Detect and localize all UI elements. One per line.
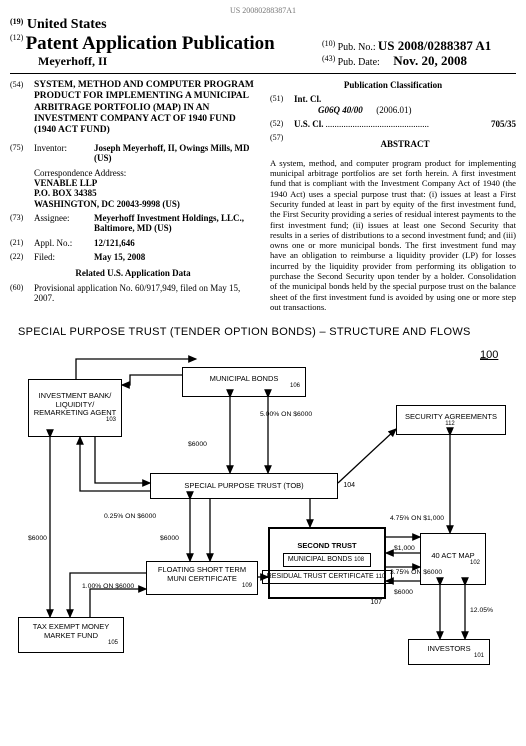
prov-text: Provisional application No. 60/917,949, … xyxy=(34,283,256,304)
diagram-title: SPECIAL PURPOSE TRUST (TENDER OPTION BON… xyxy=(10,326,516,339)
filed-code: (22) xyxy=(10,252,34,262)
pubclass-header: Publication Classification xyxy=(270,80,516,90)
assignee-label: Assignee: xyxy=(34,213,94,234)
pubdate-label: Pub. Date: xyxy=(338,57,380,68)
intcl-class: G06Q 40/00 xyxy=(294,105,363,115)
appl-label: Appl. No.: xyxy=(34,238,94,248)
diagram: SPECIAL PURPOSE TRUST (TENDER OPTION BON… xyxy=(10,326,516,685)
code-country: (19) xyxy=(10,17,23,26)
left-column: (54) SYSTEM, METHOD AND COMPUTER PROGRAM… xyxy=(10,80,256,312)
invention-title: SYSTEM, METHOD AND COMPUTER PROGRAM PROD… xyxy=(34,80,256,137)
corr-line3: WASHINGTON, DC 20043-9998 (US) xyxy=(34,199,256,209)
assignee-value: Meyerhoff Investment Holdings, LLC., Bal… xyxy=(94,213,256,234)
filed-value: May 15, 2008 xyxy=(94,252,256,262)
pubno-value: US 2008/0288387 A1 xyxy=(378,38,491,53)
abstract-code: (57) xyxy=(270,133,294,153)
assignee-code: (73) xyxy=(10,213,34,234)
right-column: Publication Classification (51) Int. Cl.… xyxy=(270,80,516,312)
pubdate-value: Nov. 20, 2008 xyxy=(393,53,467,68)
publication-type: Patent Application Publication xyxy=(26,33,275,54)
title-code: (54) xyxy=(10,80,34,137)
intcl-date: (2006.01) xyxy=(376,105,411,115)
code-pub: (12) xyxy=(10,33,23,42)
prov-code: (60) xyxy=(10,283,34,304)
corr-line2: P.O. BOX 34385 xyxy=(34,188,256,198)
abstract-header: ABSTRACT xyxy=(294,139,516,149)
uscl-label: U.S. Cl. xyxy=(294,119,324,129)
uscl-value: 705/35 xyxy=(491,119,516,129)
country: United States xyxy=(27,17,107,32)
pubdate-code: (43) xyxy=(322,54,335,63)
diagram-canvas: 100 INVESTMENT BANK/ LIQUIDITY/ REMARKET… xyxy=(10,345,516,685)
header: (19) United States (12) Patent Applicati… xyxy=(10,17,516,69)
inventor-value: Joseph Meyerhoff, II, Owings Mills, MD (… xyxy=(94,143,256,164)
uscl-dots: ........................................… xyxy=(324,119,491,129)
divider xyxy=(10,73,516,74)
intcl-code: (51) xyxy=(270,94,294,115)
inventor-code: (75) xyxy=(10,143,34,164)
uscl-code: (52) xyxy=(270,119,294,129)
pubno-code: (10) xyxy=(322,39,335,48)
biblio-columns: (54) SYSTEM, METHOD AND COMPUTER PROGRAM… xyxy=(10,80,516,312)
appl-value: 12/121,646 xyxy=(94,238,256,248)
author: Meyerhoff, II xyxy=(10,55,316,69)
doc-top-number: US 20080288387A1 xyxy=(10,6,516,15)
intcl-label: Int. Cl. xyxy=(294,94,516,104)
diagram-edges xyxy=(10,345,516,685)
corr-line1: VENABLE LLP xyxy=(34,178,256,188)
appl-code: (21) xyxy=(10,238,34,248)
abstract-text: A system, method, and computer program p… xyxy=(270,158,516,313)
related-header: Related U.S. Application Data xyxy=(10,268,256,278)
filed-label: Filed: xyxy=(34,252,94,262)
pubno-label: Pub. No.: xyxy=(338,42,376,53)
corr-label: Correspondence Address: xyxy=(34,168,256,178)
inventor-label: Inventor: xyxy=(34,143,94,164)
